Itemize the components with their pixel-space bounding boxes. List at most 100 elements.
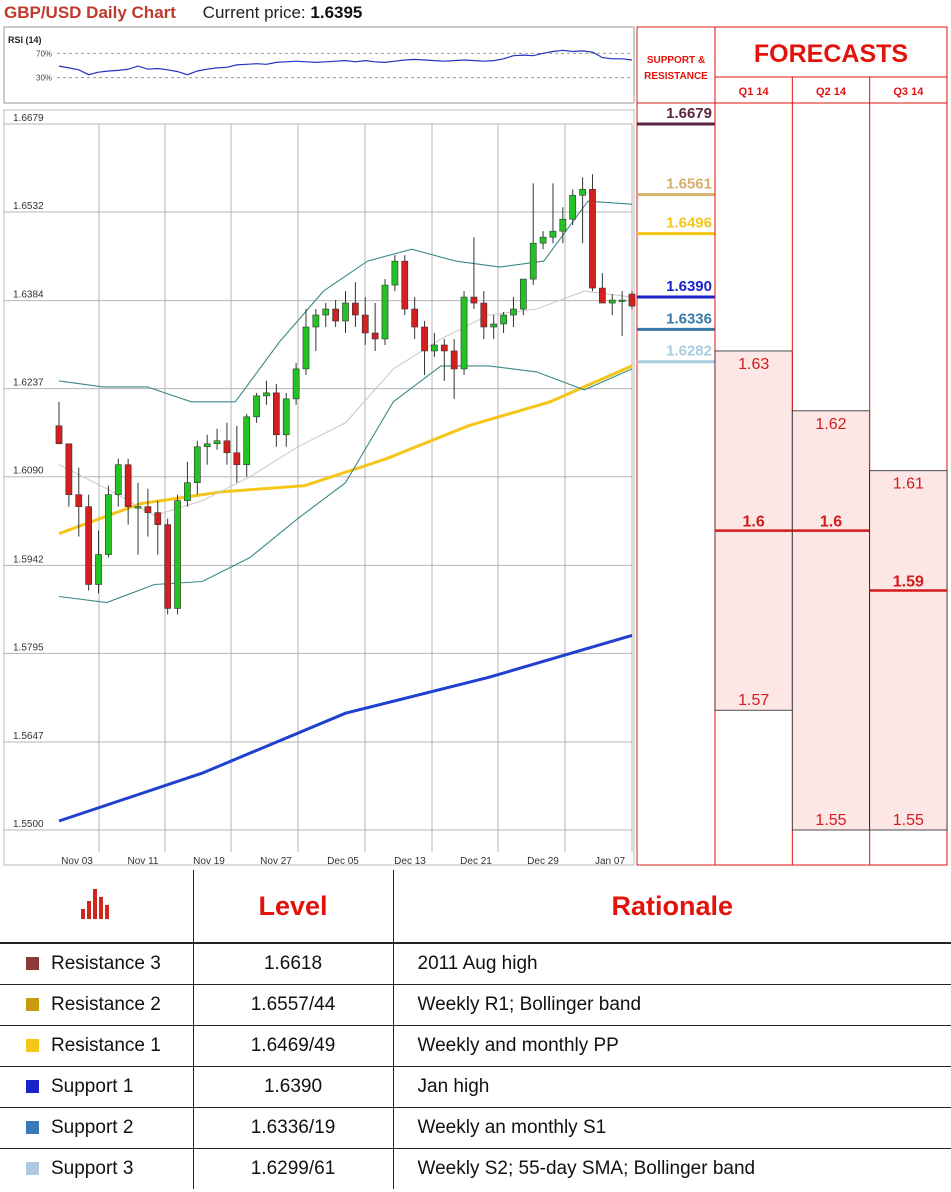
forecast-mid-label: 1.6 <box>743 514 765 531</box>
candle-body <box>203 443 211 448</box>
candle-body <box>519 278 527 310</box>
row-name: Support 1 <box>51 1076 134 1097</box>
row-name: Support 3 <box>51 1158 134 1179</box>
row-level: 1.6618 <box>193 942 394 985</box>
color-swatch <box>26 998 39 1011</box>
levels-table: Level Rationale Resistance 3 1.6618 2011 A… <box>0 870 951 1189</box>
sr-panel <box>636 26 716 866</box>
x-tick-label: Jan 07 <box>595 856 625 867</box>
candle-body <box>144 506 152 513</box>
row-rationale: Weekly an monthly S1 <box>393 1107 951 1149</box>
y-tick-label: 1.5942 <box>13 554 44 565</box>
price-label: Current price: <box>202 3 306 22</box>
header-rationale: Rationale <box>393 870 951 944</box>
sr-level-value: 1.6679 <box>666 105 712 122</box>
candle-body <box>174 500 181 609</box>
candle-body <box>105 494 112 555</box>
candle-body <box>312 314 320 328</box>
candle-body <box>352 302 359 316</box>
row-name-cell: Resistance 2 <box>0 984 194 1026</box>
sr-level-value: 1.6496 <box>666 215 712 232</box>
x-tick-label: Nov 19 <box>193 856 225 867</box>
x-tick-label: Nov 27 <box>260 856 292 867</box>
x-tick-label: Dec 21 <box>460 856 492 867</box>
candle-body <box>124 464 132 507</box>
row-name: Support 2 <box>51 1117 134 1138</box>
sma-55-line <box>58 364 633 536</box>
color-swatch <box>26 1080 39 1093</box>
candle-body <box>164 524 172 609</box>
candle-body <box>539 236 547 244</box>
forecast-range-box <box>791 410 871 831</box>
row-name: Resistance 3 <box>51 953 161 974</box>
y-tick-label: 1.6384 <box>13 290 44 301</box>
candle-body <box>529 242 537 280</box>
forecast-mid-label: 1.6 <box>820 514 842 531</box>
forecast-low-label: 1.57 <box>738 692 769 709</box>
candle-body <box>253 395 260 418</box>
row-level: 1.6469/49 <box>193 1025 394 1067</box>
candle-body <box>431 344 438 352</box>
price-panel <box>3 109 635 866</box>
forecast-mid-label: 1.59 <box>893 573 924 590</box>
candle-body <box>608 299 616 304</box>
rsi-tick-label: 30% <box>36 74 52 83</box>
candle-body <box>500 314 507 325</box>
y-tick-label: 1.5500 <box>13 819 44 830</box>
candle-body <box>381 284 389 340</box>
candle-body <box>579 188 586 196</box>
candle-body <box>559 218 567 232</box>
color-swatch <box>26 1039 39 1052</box>
chart-area: GBP/USD Daily Chart Current price: 1.639… <box>3 2 948 867</box>
candle-body <box>184 482 191 501</box>
candle-body <box>450 350 458 370</box>
bar-chart-icon <box>81 889 110 919</box>
row-rationale: Weekly and monthly PP <box>393 1025 951 1067</box>
candle-body <box>292 368 300 400</box>
candle-body <box>332 308 339 322</box>
candle-body <box>114 464 122 495</box>
candle-body <box>243 416 251 466</box>
forecast-high-label: 1.63 <box>738 356 769 373</box>
bollinger-lower-line <box>58 365 633 604</box>
x-tick-label: Dec 05 <box>327 856 359 867</box>
y-tick-label: 1.6237 <box>13 378 44 389</box>
chart-svg: RSI (14) 70% 30% 1.6679 1.6532 1.6384 1.6237 1.… <box>3 26 948 867</box>
x-tick-label: Nov 11 <box>128 856 159 867</box>
candle-body <box>213 440 221 445</box>
row-name: Resistance 2 <box>51 994 161 1015</box>
x-tick-label: Nov 03 <box>61 856 93 867</box>
y-tick-label: 1.5795 <box>13 642 44 653</box>
candle-body <box>470 296 478 304</box>
row-name-cell: Resistance 3 <box>0 942 194 985</box>
row-level: 1.6557/44 <box>193 984 394 1026</box>
candle-body <box>510 308 517 316</box>
sr-level-value: 1.6282 <box>666 343 712 360</box>
candle-body <box>55 425 63 445</box>
candle-body <box>342 302 349 322</box>
candle-body <box>322 308 330 316</box>
forecast-low-label: 1.55 <box>893 812 924 829</box>
table-row: Resistance 2 1.6557/44 Weekly R1; Bollinge… <box>0 984 951 1026</box>
forecast-col-label: Q2 14 <box>816 86 847 98</box>
candle-body <box>401 260 409 310</box>
candle-body <box>569 194 577 220</box>
candle-body <box>282 398 290 436</box>
table-row: Support 1 1.6390 Jan high <box>0 1066 951 1108</box>
header-level: Level <box>193 870 394 944</box>
sr-title: SUPPORT & <box>647 55 705 66</box>
chart-header: GBP/USD Daily Chart Current price: 1.639… <box>4 2 362 24</box>
candle-body <box>193 446 201 483</box>
y-tick-label: 1.6532 <box>13 201 44 212</box>
rsi-panel <box>3 26 635 104</box>
table-row: Resistance 3 1.6618 2011 Aug high <box>0 942 951 985</box>
color-swatch <box>26 957 39 970</box>
x-tick-label: Dec 13 <box>394 856 426 867</box>
row-level: 1.6336/19 <box>193 1107 394 1149</box>
candle-body <box>361 314 369 334</box>
candle-body <box>65 443 73 495</box>
row-rationale: Weekly S2; 55-day SMA; Bollinger band <box>393 1148 951 1189</box>
sr-level-value: 1.6561 <box>666 176 712 193</box>
candle-body <box>480 302 488 328</box>
candle-body <box>263 392 270 397</box>
